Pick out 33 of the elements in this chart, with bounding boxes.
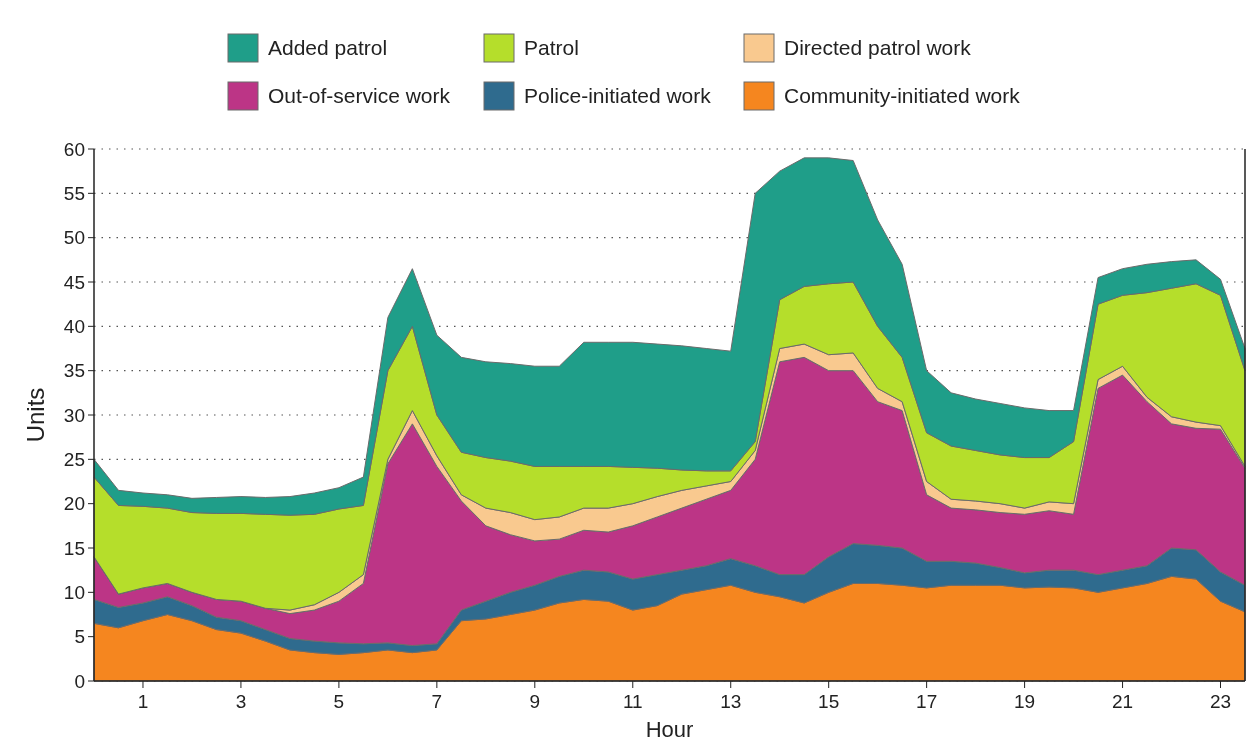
y-tick-label: 10	[63, 581, 85, 603]
legend-label: Police-initiated work	[524, 84, 712, 108]
x-tick-label: 5	[333, 691, 345, 712]
y-tick-label: 45	[63, 271, 85, 293]
legend-label: Added patrol	[268, 36, 388, 60]
x-tick-label: 19	[1014, 691, 1036, 712]
x-tick-label: 21	[1111, 691, 1134, 712]
y-tick-label: 15	[63, 537, 85, 559]
legend-label: Out-of-service work	[268, 84, 451, 108]
legend-label: Community-initiated work	[784, 84, 1021, 108]
y-tick-label: 30	[63, 404, 85, 426]
x-tick-label: 7	[431, 691, 443, 712]
x-tick-label: 15	[818, 691, 840, 712]
x-axis-title: Hour	[645, 717, 694, 742]
y-tick-label: 5	[74, 626, 85, 648]
y-tick-label: 60	[63, 138, 85, 160]
x-tick-label: 17	[916, 691, 938, 712]
y-tick-label: 25	[63, 448, 85, 470]
y-tick-label: 35	[63, 360, 85, 382]
y-axis-title: Units	[22, 387, 49, 443]
y-tick-label: 40	[63, 315, 85, 337]
x-tick-label: 3	[235, 691, 247, 712]
legend-label: Patrol	[524, 36, 579, 60]
x-tick-label: 1	[137, 691, 149, 712]
x-tick-label: 13	[720, 691, 742, 712]
legend-label: Directed patrol work	[784, 36, 972, 60]
x-tick-label: 9	[529, 691, 541, 712]
y-tick-label: 0	[74, 670, 85, 692]
y-tick-label: 55	[63, 182, 85, 204]
y-tick-label: 50	[63, 227, 85, 249]
x-tick-label: 23	[1209, 691, 1232, 712]
x-tick-label: 11	[622, 691, 643, 712]
y-tick-label: 20	[63, 493, 85, 515]
